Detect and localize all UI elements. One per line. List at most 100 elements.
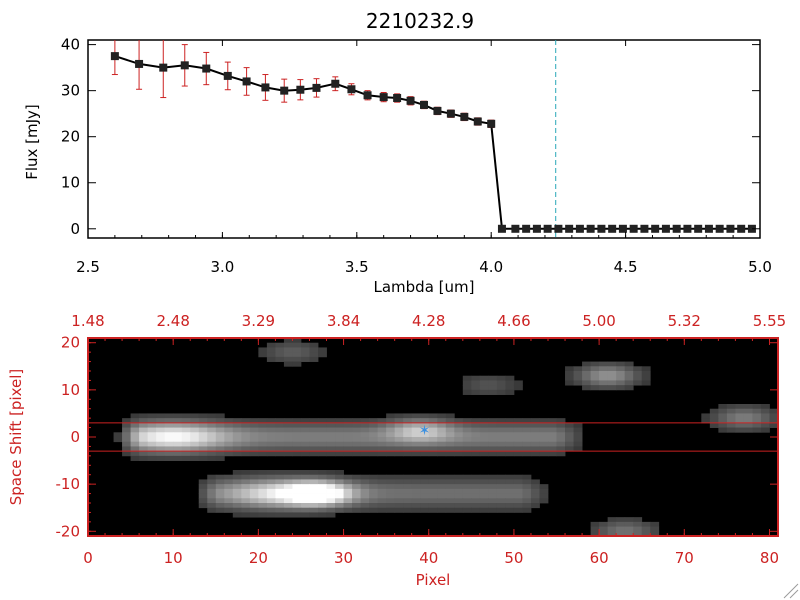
image-pixel — [224, 484, 234, 490]
image-pixel — [266, 356, 276, 362]
image-pixel — [352, 484, 361, 490]
image-pixel — [147, 422, 157, 428]
image-pixel — [266, 446, 276, 452]
image-pixel — [445, 441, 455, 447]
image-pixel — [232, 446, 242, 452]
image-pixel — [530, 488, 540, 494]
resize-grip-icon[interactable] — [783, 583, 799, 599]
image-pixel — [181, 422, 191, 428]
image-pixel — [232, 512, 242, 518]
image-x-tick-label: 20 — [249, 549, 268, 567]
image-pixel — [462, 479, 472, 485]
image-pixel — [326, 427, 336, 433]
image-pixel — [249, 512, 259, 518]
image-pixel — [215, 437, 225, 443]
image-pixel — [522, 479, 532, 485]
image-pixel — [249, 427, 259, 433]
image-pixel — [462, 422, 472, 428]
image-pixel — [599, 361, 609, 367]
image-pixel — [522, 488, 532, 494]
top-y-tick-label: 0 — [70, 220, 80, 238]
image-pixel — [394, 507, 404, 513]
image-pixel — [181, 413, 191, 419]
image-pixel — [224, 437, 234, 443]
image-pixel — [164, 451, 174, 457]
image-pixel — [309, 507, 319, 513]
image-pixel — [641, 521, 651, 527]
image-pixel — [488, 432, 498, 438]
image-pixel — [428, 493, 438, 499]
image-pixel — [573, 446, 583, 452]
image-pixel — [164, 441, 174, 447]
image-pixel — [428, 446, 438, 452]
image-pixel — [539, 493, 549, 499]
data-point — [522, 224, 531, 233]
image-pixel — [403, 493, 413, 499]
image-pixel — [386, 484, 396, 490]
image-pixel — [164, 427, 174, 433]
image-pixel — [624, 361, 634, 367]
image-pixel — [454, 474, 464, 480]
image-pixel — [232, 474, 242, 480]
image-pixel — [335, 484, 344, 490]
image-pixel — [300, 441, 310, 447]
image-pixel — [411, 446, 421, 452]
image-pixel — [624, 366, 634, 372]
image-pixel — [318, 474, 327, 480]
image-pixel — [173, 441, 183, 447]
image-pixel — [335, 437, 344, 443]
image-top-tick-label: 5.00 — [582, 312, 615, 330]
image-pixel — [352, 479, 361, 485]
image-pixel — [335, 422, 344, 428]
image-pixel — [479, 484, 489, 490]
image-pixel — [207, 418, 217, 424]
image-pixel — [548, 427, 557, 433]
image-pixel — [718, 418, 728, 424]
image-pixel — [190, 413, 200, 419]
data-point — [737, 224, 746, 233]
image-pixel — [292, 488, 302, 494]
image-pixel — [471, 488, 481, 494]
image-pixel — [530, 493, 540, 499]
image-pixel — [590, 526, 600, 532]
image-pixel — [428, 484, 438, 490]
image-pixel — [369, 503, 379, 509]
image-pixel — [403, 437, 413, 443]
image-pixel — [394, 451, 404, 457]
image-pixel — [241, 503, 251, 509]
image-pixel — [513, 418, 523, 424]
image-pixel — [428, 474, 438, 480]
image-pixel — [224, 503, 234, 509]
data-point — [672, 224, 681, 233]
image-pixel — [241, 418, 251, 424]
image-pixel — [462, 441, 472, 447]
image-pixel — [590, 361, 600, 367]
image-pixel — [539, 446, 549, 452]
image-pixel — [573, 422, 583, 428]
image-pixel — [266, 427, 276, 433]
data-point — [565, 224, 574, 233]
image-pixel — [437, 484, 447, 490]
image-pixel — [386, 507, 396, 513]
image-pixel — [539, 488, 549, 494]
image-pixel — [607, 375, 617, 381]
image-pixel — [760, 413, 770, 419]
image-pixel — [300, 507, 310, 513]
image-pixel — [513, 385, 523, 391]
image-pixel — [718, 427, 728, 433]
image-pixel — [513, 503, 523, 509]
image-pixel — [445, 498, 455, 504]
image-pixel — [539, 441, 549, 447]
image-pixel — [522, 493, 532, 499]
image-pixel — [445, 432, 455, 438]
image-pixel — [190, 446, 200, 452]
image-pixel — [241, 484, 251, 490]
image-y-axis-label: Space Shift [pixel] — [7, 369, 25, 506]
image-pixel — [479, 432, 489, 438]
image-pixel — [275, 347, 285, 353]
image-pixel — [599, 371, 609, 377]
image-pixel — [360, 484, 370, 490]
image-pixel — [352, 507, 361, 513]
image-pixel — [488, 446, 498, 452]
image-pixel — [360, 451, 370, 457]
